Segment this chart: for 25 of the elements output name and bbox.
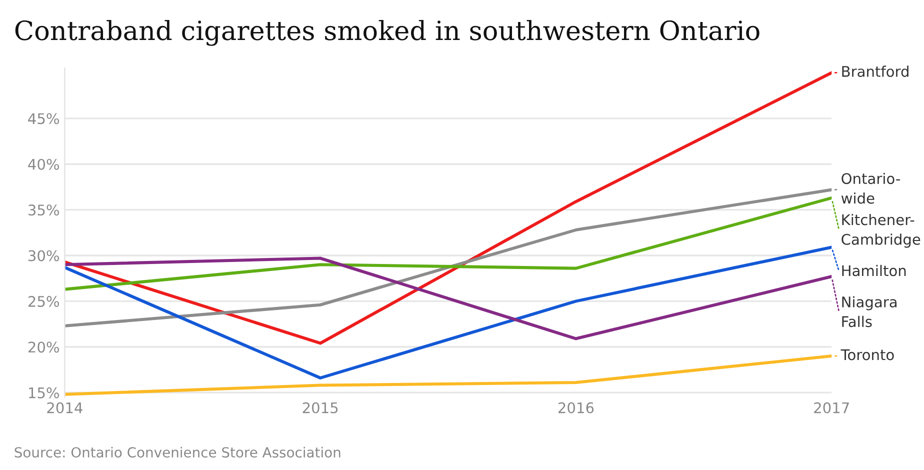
y-tick-label: 15% xyxy=(29,387,60,398)
legend-label: Kitchener-Cambridge xyxy=(842,214,920,248)
source-note: Source: Ontario Convenience Store Association xyxy=(14,446,340,458)
x-tick-label: 2015 xyxy=(302,402,338,414)
y-tick-label: 45% xyxy=(28,113,60,124)
line-series xyxy=(64,246,832,380)
y-tick-label: 20% xyxy=(28,342,60,353)
y-tick-label: 30% xyxy=(28,250,60,262)
series-label: Niagara Falls xyxy=(842,296,897,328)
series-label: Hamilton xyxy=(842,264,906,276)
line-series xyxy=(64,354,832,396)
y-tick-label: 40% xyxy=(28,158,60,170)
x-tick-label: 2014 xyxy=(47,402,82,414)
x-tick-label: 2016 xyxy=(558,402,594,414)
y-tick-label: 25% xyxy=(28,296,60,307)
x-tick-label: 2017 xyxy=(814,402,849,414)
line-series xyxy=(64,71,832,345)
legend-label: Toronto xyxy=(840,349,894,360)
line-series xyxy=(64,188,832,328)
chart-title: Contraband cigarettes smoked in southwestern Ontario xyxy=(15,20,760,46)
y-tick-label: 35% xyxy=(28,204,60,216)
legend-label: Ontario-wide xyxy=(841,172,900,204)
line-series xyxy=(64,256,832,340)
legend-label: Brantford xyxy=(842,66,908,77)
line-series xyxy=(64,196,832,291)
